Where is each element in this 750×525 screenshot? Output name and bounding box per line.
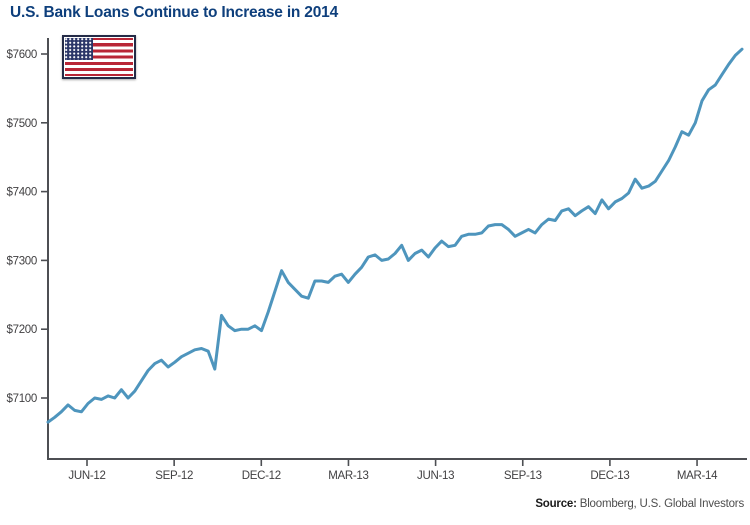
y-axis-label: $7100 <box>7 393 37 405</box>
x-axis-label: JUN-13 <box>417 470 454 482</box>
x-axis-label: DEC-13 <box>590 470 629 482</box>
source-note: Source: Bloomberg, U.S. Global Investors <box>535 498 744 510</box>
source-text: Bloomberg, U.S. Global Investors <box>576 498 744 510</box>
y-axis-label: $7200 <box>7 324 37 336</box>
x-axis-label: MAR-13 <box>328 470 368 482</box>
x-axis-label: SEP-13 <box>504 470 542 482</box>
us-flag-canton <box>65 38 93 60</box>
y-axis-label: $7500 <box>7 118 37 130</box>
source-label: Source: <box>535 498 577 510</box>
x-axis-label: JUN-12 <box>68 470 105 482</box>
y-axis-label: $7600 <box>7 49 37 61</box>
data-line-series <box>46 47 744 424</box>
us-flag-icon <box>62 35 136 79</box>
x-axis-label: MAR-14 <box>677 470 718 482</box>
x-axis-label: SEP-12 <box>155 470 193 482</box>
y-axis-label: $7300 <box>7 255 37 267</box>
x-axis-label: DEC-12 <box>242 470 281 482</box>
y-axis-label: $7400 <box>7 187 37 199</box>
page-title: U.S. Bank Loans Continue to Increase in … <box>10 4 338 21</box>
